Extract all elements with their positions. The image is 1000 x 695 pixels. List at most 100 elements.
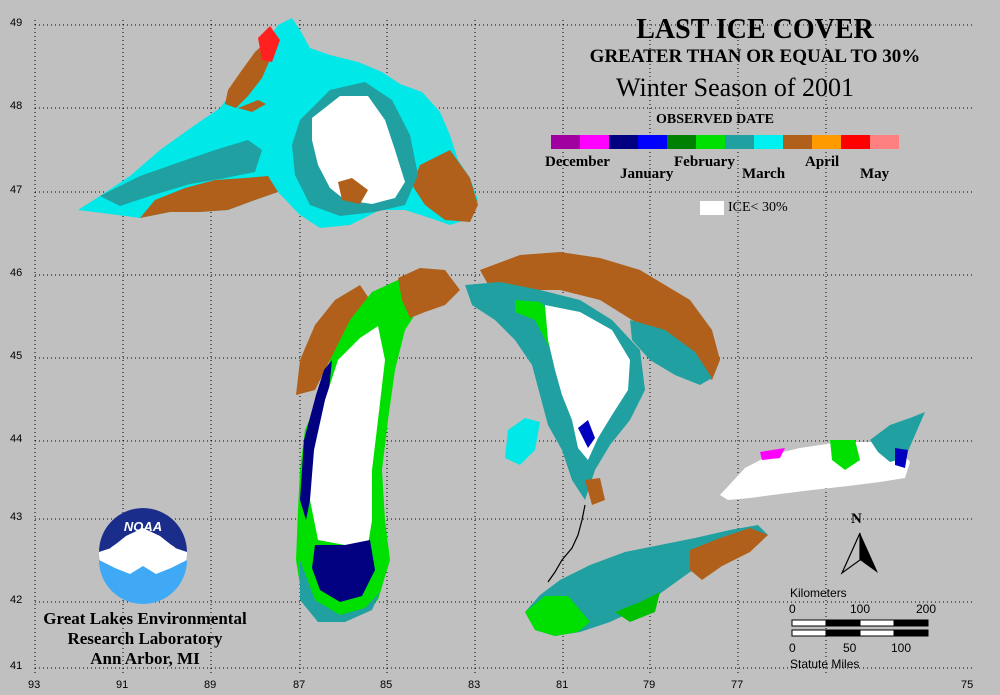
- org-line-2: Research Laboratory: [67, 629, 223, 648]
- legend-color-swatch: [725, 135, 754, 149]
- noaa-logo-seagull: [110, 534, 176, 556]
- legend-color-swatch: [870, 135, 899, 149]
- legend-color-swatch: [783, 135, 812, 149]
- green-bay-brown: [296, 285, 370, 395]
- mi-bar-seg: [893, 629, 929, 637]
- km-bar-seg: [825, 619, 861, 627]
- longitude-label: 91: [116, 679, 129, 691]
- latitude-label: 42: [10, 594, 23, 606]
- erie-brown-east: [690, 528, 768, 580]
- michigan-brown-north: [398, 268, 460, 318]
- north-label: N: [851, 511, 862, 527]
- km-bar-seg: [791, 619, 827, 627]
- noaa-logo: [99, 508, 187, 604]
- erie-green-central: [615, 592, 660, 622]
- longitude-label: 85: [380, 679, 393, 691]
- scale-km-title: Kilometers: [790, 586, 847, 600]
- superior-brown-east-shore: [412, 150, 478, 222]
- longitude-label: 89: [204, 679, 217, 691]
- isle-royale: [238, 100, 266, 112]
- ice-legend-label: ICE< 30%: [728, 200, 788, 215]
- michigan-open-water: [310, 326, 385, 545]
- lake-huron: [465, 252, 720, 505]
- legend-month-february: February: [674, 154, 735, 170]
- legend-color-swatch: [580, 135, 609, 149]
- georgian-bay: [630, 320, 712, 385]
- legend-color-bar: [551, 135, 899, 149]
- scale-mi-tick: 100: [891, 641, 912, 655]
- legend-color-swatch: [667, 135, 696, 149]
- lake-michigan: [296, 268, 460, 622]
- title-line-2: GREATER THAN OR EQUAL TO 30%: [589, 46, 921, 67]
- scale-mi-tick: 50: [843, 641, 857, 655]
- longitude-label: 83: [468, 679, 481, 691]
- legend-color-swatch: [754, 135, 783, 149]
- org-line-3: Ann Arbor, MI: [90, 649, 200, 668]
- superior-brown-northwest: [225, 40, 272, 108]
- legend-month-march: March: [742, 166, 786, 182]
- legend-heading: OBSERVED DATE: [656, 112, 774, 127]
- scale-km-tick: 100: [850, 602, 871, 616]
- org-line-1: Great Lakes Environmental: [43, 609, 247, 628]
- latitude-label: 43: [10, 511, 23, 523]
- north-arrow: [840, 532, 878, 575]
- ontario-teal-east: [870, 412, 925, 462]
- longitude-label: 93: [28, 679, 41, 691]
- scale-bar: [791, 619, 929, 637]
- noaa-logo-sea: [99, 560, 187, 604]
- longitude-label: 87: [293, 679, 306, 691]
- longitude-label: 75: [961, 679, 974, 691]
- lake-superior: [78, 18, 478, 228]
- noaa-logo-sky: [99, 508, 187, 552]
- mi-bar-seg: [859, 629, 895, 637]
- legend-month-january: January: [620, 166, 674, 182]
- latitude-label: 41: [10, 660, 23, 672]
- longitude-label: 77: [731, 679, 744, 691]
- legend-color-swatch: [638, 135, 667, 149]
- scale-km-tick: 200: [916, 602, 937, 616]
- latitude-label: 46: [10, 267, 23, 279]
- michigan-teal-south-rim: [300, 560, 380, 622]
- north-arrow-shape-left: [840, 532, 861, 575]
- title-line-1: LAST ICE COVER: [636, 14, 874, 45]
- superior-open-water: [312, 96, 405, 204]
- scale-km-tick: 0: [789, 602, 796, 616]
- latitude-label: 49: [10, 17, 23, 29]
- erie-green-west: [525, 596, 590, 636]
- km-bar-seg: [893, 619, 929, 627]
- michigan-navy-south: [312, 540, 375, 602]
- saginaw-bay: [505, 418, 540, 465]
- huron-brown-south: [585, 478, 605, 505]
- latitude-label: 48: [10, 100, 23, 112]
- superior-brown-west-shore: [140, 176, 278, 218]
- scale-mi-tick: 0: [789, 641, 796, 655]
- superior-brown-south-patch: [338, 178, 368, 204]
- huron-navy-southeast: [578, 420, 595, 448]
- michigan-navy-west-strip: [300, 360, 332, 520]
- legend-color-swatch: [841, 135, 870, 149]
- longitude-label: 79: [643, 679, 656, 691]
- scale-mi-title: Statute Miles: [790, 657, 860, 671]
- legend-month-april: April: [805, 154, 840, 170]
- legend-color-swatch: [609, 135, 638, 149]
- legend-month-may: May: [860, 166, 890, 182]
- latitude-label: 45: [10, 350, 23, 362]
- legend-color-swatch: [551, 135, 580, 149]
- latitude-label: 47: [10, 184, 23, 196]
- lake-ontario: [720, 412, 925, 500]
- ontario-magenta-northwest: [760, 448, 785, 460]
- huron-open-water: [545, 305, 630, 460]
- noaa-logo-text: NOAA: [123, 519, 163, 534]
- north-arrow-shape: [860, 533, 878, 573]
- legend-month-december: December: [545, 154, 610, 170]
- ontario-green-north: [830, 440, 860, 470]
- st-clair-river: [547, 504, 586, 583]
- huron-brown-north-channel: [480, 252, 720, 380]
- latitude-label: 44: [10, 433, 23, 445]
- lake-erie: [525, 525, 768, 636]
- legend-color-swatch: [812, 135, 841, 149]
- superior-red-northwest: [258, 26, 280, 62]
- longitude-label: 81: [556, 679, 569, 691]
- ontario-navy-east: [895, 448, 908, 468]
